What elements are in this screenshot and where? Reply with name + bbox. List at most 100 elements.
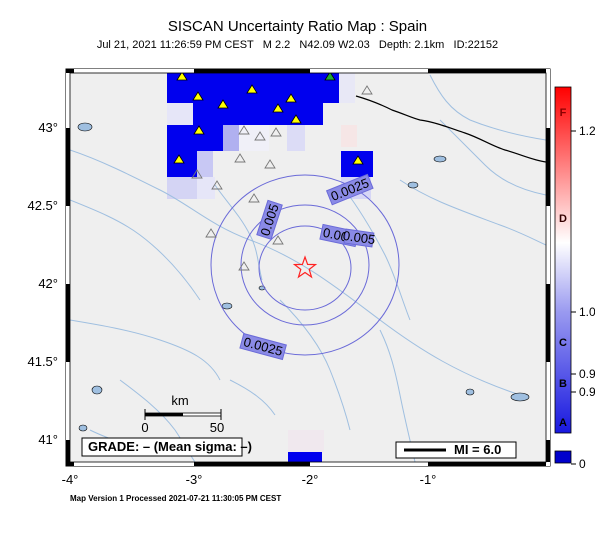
colorbar-grade: D: [559, 213, 567, 225]
grid-cell: [223, 125, 239, 151]
station-triangle[interactable]: [248, 193, 260, 203]
grid-cell: [167, 151, 197, 177]
border-line: [355, 95, 546, 163]
map-frame: [65, 68, 551, 467]
lake: [465, 388, 475, 396]
station-triangle[interactable]: [285, 93, 297, 103]
event-id: ID:22152: [453, 39, 499, 51]
stations-other: [191, 85, 373, 271]
lake: [433, 155, 447, 163]
processing-footer: Map Version 1 Processed 2021-07-21 11:30…: [70, 494, 282, 503]
river: [70, 149, 521, 396]
station-triangle[interactable]: [173, 154, 185, 164]
scale-min: 0: [141, 420, 148, 435]
station-triangle[interactable]: [270, 127, 282, 137]
y-tick-label: 42.5°: [27, 198, 58, 213]
station-triangle[interactable]: [352, 155, 364, 165]
grid-cell: [239, 125, 269, 151]
colorbar-tick: 0.9: [579, 367, 595, 381]
contours: [210, 174, 400, 356]
colorbar-grade: F: [560, 107, 567, 119]
colorbar-grade: C: [559, 337, 567, 349]
station-triangle[interactable]: [191, 169, 203, 179]
lake: [221, 302, 233, 310]
event-magnitude: M 2.2: [262, 39, 291, 51]
river: [399, 179, 546, 246]
station-triangle[interactable]: [272, 103, 284, 113]
station-triangle[interactable]: [234, 153, 246, 163]
contour-outer: [210, 174, 400, 356]
colorbar-tick: 0: [579, 457, 586, 471]
station-triangle[interactable]: [217, 99, 229, 109]
x-axis-ticks: -4° -3° -2° -1°: [62, 472, 437, 487]
event-location: N42.09 W2.03: [299, 39, 370, 51]
colorbar-tick: 1.0: [579, 305, 595, 319]
station-triangle[interactable]: [193, 125, 205, 135]
grid-cell: [339, 73, 355, 103]
scale-unit: km: [171, 393, 188, 408]
lake: [91, 385, 103, 395]
river: [70, 199, 201, 301]
grid-cell: [193, 103, 323, 125]
lakes: [77, 122, 530, 432]
grid-cell: [167, 125, 183, 151]
x-tick-label: -1°: [420, 472, 437, 487]
colorbar-zero-swatch: [554, 450, 572, 464]
lake: [77, 122, 93, 132]
grade-text: GRADE: – (Mean sigma: –): [88, 439, 252, 454]
station-triangle-green[interactable]: [324, 71, 336, 81]
contour-inner: [258, 225, 352, 311]
grid-cell: [167, 103, 193, 125]
event-depth: Depth: 2.1km: [378, 39, 445, 51]
grid-cell: [183, 125, 223, 151]
mmi-label: MI = 6.0: [454, 442, 501, 457]
station-triangle[interactable]: [290, 114, 302, 124]
station-triangle[interactable]: [205, 228, 217, 238]
lake: [78, 424, 88, 432]
x-tick-label: -4°: [62, 472, 79, 487]
colorbar-grade: B: [559, 378, 567, 390]
river: [344, 189, 411, 321]
river: [429, 74, 546, 141]
station-triangle[interactable]: [176, 71, 188, 81]
grid-cell: [167, 177, 197, 199]
station-triangle[interactable]: [272, 235, 284, 245]
contour-middle: [240, 204, 370, 326]
station-triangle[interactable]: [254, 131, 266, 141]
grid-cell: [197, 177, 215, 199]
event-datetime: Jul 21, 2021 11:26:59 PM CEST: [96, 39, 254, 51]
map-title: SISCAN Uncertainty Ratio Map : Spain: [167, 18, 428, 35]
station-triangle[interactable]: [361, 85, 373, 95]
station-triangle[interactable]: [211, 180, 223, 190]
colorbar-tick: 1.2: [579, 124, 595, 138]
station-triangle[interactable]: [238, 261, 250, 271]
y-tick-label: 42°: [38, 276, 58, 291]
grid-cell: [288, 452, 322, 462]
grid-cell: [288, 430, 324, 452]
epicenter-star[interactable]: [292, 255, 318, 279]
stations-used: [173, 71, 364, 165]
river: [229, 379, 276, 416]
contour-label: 0.005: [342, 228, 376, 247]
river: [439, 119, 546, 196]
river: [279, 299, 351, 431]
y-tick-label: 41°: [38, 432, 58, 447]
event-details: Jul 21, 2021 11:26:59 PM CEST M 2.2 N42.…: [0, 39, 595, 51]
station-triangle[interactable]: [264, 159, 276, 169]
grid-cell: [341, 125, 357, 147]
grade-box: GRADE: – (Mean sigma: –): [81, 437, 252, 457]
colorbar: 1.2 1.0 0.9 0.9 0 F D C B A: [554, 86, 595, 471]
mmi-legend: MI = 6.0: [395, 441, 517, 459]
colorbar-gradient: [554, 86, 572, 434]
colorbar-grade: A: [559, 417, 567, 429]
scale-bar: km 0 50: [141, 393, 224, 435]
lake: [510, 392, 530, 402]
river: [70, 319, 221, 381]
lake: [407, 181, 419, 189]
station-triangle[interactable]: [246, 84, 258, 94]
map-area[interactable]: [70, 73, 546, 462]
station-triangle[interactable]: [192, 91, 204, 101]
station-triangle[interactable]: [238, 125, 250, 135]
x-tick-label: -3°: [186, 472, 203, 487]
